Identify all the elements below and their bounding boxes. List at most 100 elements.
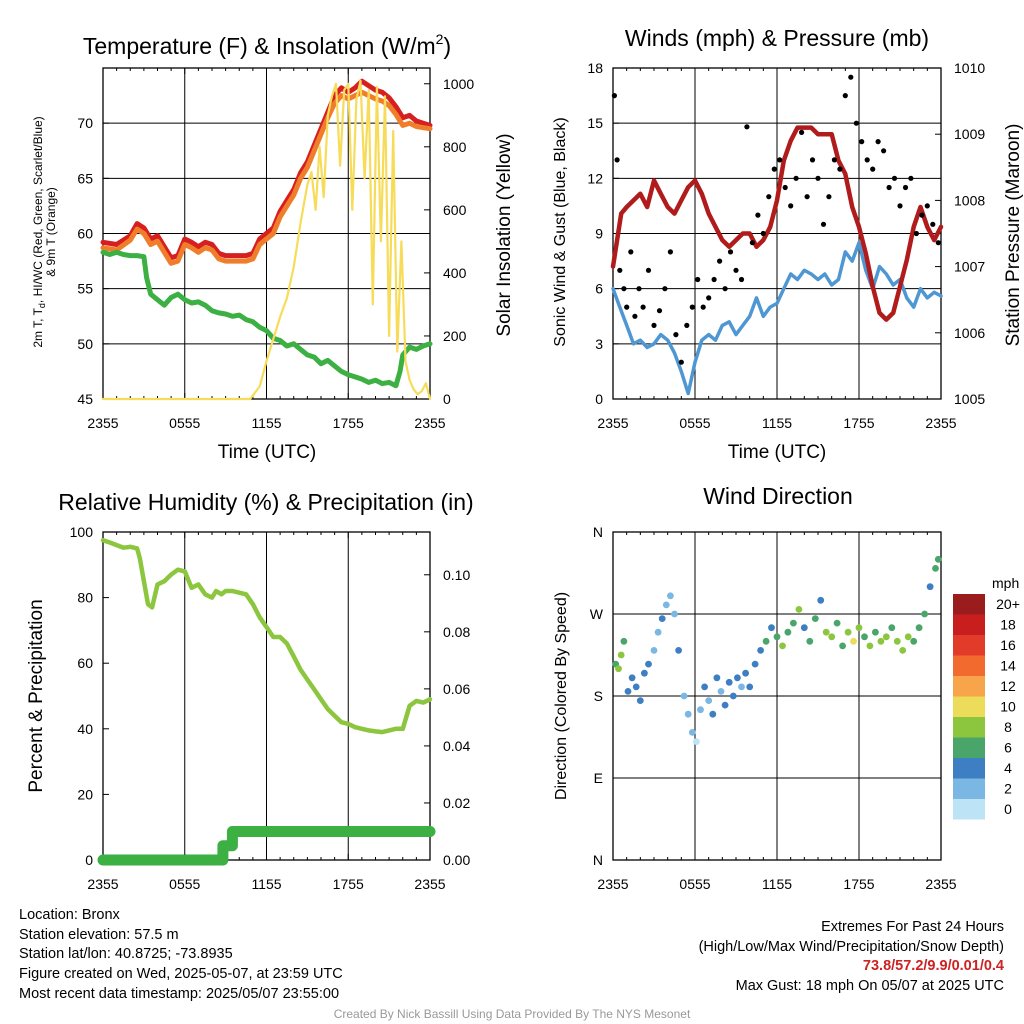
wind-gust-point (820, 221, 827, 227)
wind-speed-legend-swatch (953, 655, 985, 676)
temperature-x-tick-label: 2355 (414, 415, 445, 431)
temperature-y-tick-label-right: 0 (443, 391, 451, 407)
wind-gust-point (722, 286, 728, 292)
wind-direction-point (839, 642, 846, 650)
wind-direction-point (757, 647, 764, 654)
wind-gust-point (870, 166, 876, 172)
wind-direction-point (713, 674, 721, 682)
wind-speed-legend-swatch (953, 676, 985, 697)
temperature-y-tick-label-right: 600 (443, 202, 467, 218)
wind-direction-point (615, 665, 622, 673)
wind-speed-legend-label: 20+ (996, 596, 1020, 612)
winds-y-tick-label-right: 1005 (954, 391, 985, 407)
winds-x-label: Time (UTC) (728, 442, 827, 463)
humidity-y-label: Percent & Precipitation (26, 599, 47, 792)
wind-gust-point (621, 286, 627, 292)
wind-gust-point (755, 212, 761, 218)
wind-direction-point (926, 583, 934, 591)
wind-speed-legend-label: 16 (1000, 637, 1016, 653)
wind-direction-point (811, 615, 819, 622)
wind-gust-point (684, 322, 690, 328)
wind-speed-legend-swatch (953, 696, 985, 717)
wind-gust-point (793, 175, 799, 181)
wind-direction-point (734, 674, 741, 682)
wind-gust-point (924, 203, 930, 209)
wind-direction-point (697, 706, 704, 714)
wind-speed-legend-swatch (953, 594, 985, 615)
wind-direction-point (899, 647, 907, 654)
wind-gust-point (891, 175, 898, 181)
wind-direction-point (688, 729, 696, 736)
wind-direction-y-tick-label-left: N (593, 524, 603, 540)
wind-direction-point (738, 683, 745, 691)
wind-gust-point (788, 203, 794, 209)
wind-speed-legend-label: 0 (1004, 801, 1012, 817)
wind-direction-point (641, 669, 648, 677)
wind-direction-point (667, 592, 674, 600)
wind-gust-point (624, 304, 630, 310)
wind-speed-legend-label: 18 (1000, 617, 1016, 633)
wind-direction-x-tick-label: 2355 (597, 876, 628, 892)
wind-gust-point (837, 166, 843, 172)
humidity-y-tick-label-right: 0.08 (443, 624, 470, 640)
wind-gust-point (760, 230, 766, 237)
wind-direction-point (701, 683, 708, 691)
wind-direction-point (872, 628, 879, 636)
wind-gust-point (853, 120, 859, 126)
humidity-x-tick-label: 2355 (414, 876, 445, 892)
wind-gust-point (771, 166, 777, 172)
wind-direction-point (617, 651, 625, 659)
temperature-y-tick-label-right: 800 (443, 139, 467, 155)
wind-direction-x-tick-label: 0555 (679, 876, 710, 892)
extremes-values: 73.8/57.2/9.9/0.01/0.4 (862, 958, 1004, 975)
wind-gust-point (678, 359, 684, 365)
humidity-y-tick-label-right: 0.10 (443, 567, 470, 583)
wind-gust-point (881, 148, 887, 154)
wind-speed-legend-label: 8 (1004, 719, 1012, 735)
wind-direction-point (850, 637, 857, 645)
temperature-y-tick-label-left: 55 (77, 281, 93, 297)
wind-speed-legend-swatch (953, 717, 985, 738)
humidity-panel: Relative Humidity (%) & Precipitation (i… (26, 489, 474, 892)
wind-direction-point (751, 660, 759, 668)
extremes-summary: Extremes For Past 24 Hours (High/Low/Max… (699, 918, 1004, 997)
wind-direction-point (888, 624, 896, 632)
wind-gust-point (656, 308, 663, 314)
wind-direction-y-tick-label-left: N (593, 852, 603, 868)
wind-direction-panel: Wind Direction Direction (Colored By Spe… (553, 483, 1020, 892)
wind-direction-point (904, 633, 912, 641)
wind-gust-point (842, 93, 848, 99)
wind-direction-point (729, 692, 737, 700)
wind-gust-point (651, 322, 657, 328)
wind-speed-legend-swatch (953, 758, 985, 779)
winds-y-tick-label-right: 1008 (954, 192, 985, 208)
temperature-y-tick-label-left: 50 (77, 336, 93, 352)
temperature-y-tick-label-left: 45 (77, 391, 93, 407)
humidity-x-tick-label: 1155 (251, 876, 281, 892)
temperature-series-green (100, 249, 433, 389)
wind-direction-point (680, 692, 688, 700)
temperature-title: Temperature (F) & Insolation (W/m2) (83, 31, 451, 59)
humidity-y-tick-label-left: 100 (70, 524, 94, 540)
wind-direction-point (828, 633, 836, 641)
wind-direction-point (833, 619, 841, 627)
station-latlon: Station lat/lon: 40.8725; -73.8935 (19, 946, 233, 963)
humidity-series-green (100, 537, 433, 735)
wind-direction-point (725, 678, 733, 686)
wind-direction-point (658, 615, 666, 622)
wind-direction-point (844, 628, 852, 636)
winds-y-tick-label-right: 1006 (954, 325, 985, 341)
temperature-y-tick-label-right: 400 (443, 265, 467, 281)
wind-speed-legend-label: 6 (1004, 740, 1012, 756)
wind-gust-point (689, 304, 695, 310)
wind-direction-title: Wind Direction (703, 483, 853, 509)
temperature-y-label-left: 2m T, Td, HI/WC (Red, Green, Scarlet/Blu… (31, 116, 47, 347)
wind-gust-point (706, 295, 712, 301)
wind-direction-point (934, 555, 942, 563)
wind-gust-point (636, 286, 642, 292)
wind-direction-point (746, 683, 754, 691)
wind-gust-point (611, 93, 618, 99)
wind-direction-point (721, 701, 729, 709)
winds-y-tick-label-left: 6 (595, 281, 603, 297)
